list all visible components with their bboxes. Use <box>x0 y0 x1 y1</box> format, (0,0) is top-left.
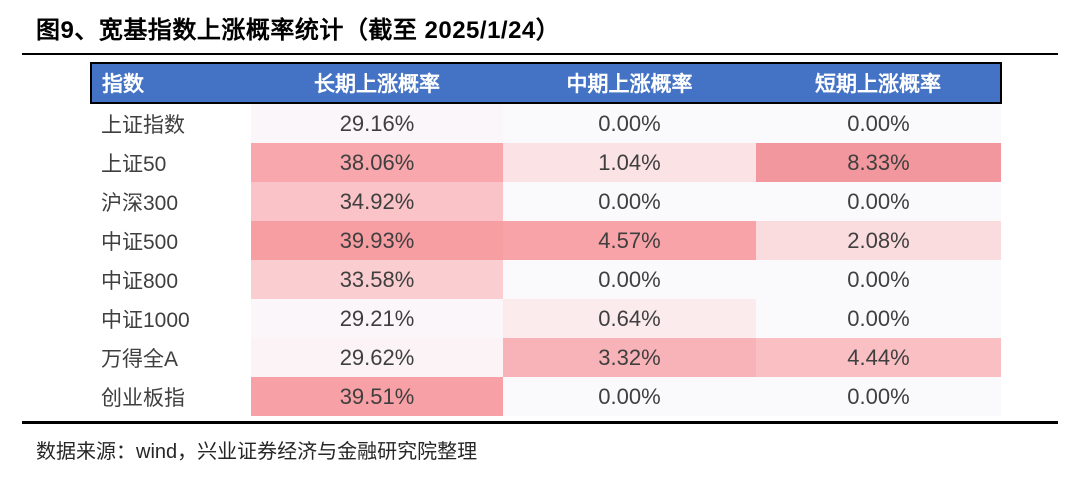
table-row: 沪深300 34.92% 0.00% 0.00% <box>91 182 1001 221</box>
probability-cell: 2.08% <box>756 221 1001 260</box>
probability-cell: 0.00% <box>756 260 1001 299</box>
title-divider <box>22 53 1058 55</box>
probability-cell: 0.00% <box>503 182 756 221</box>
column-header-index: 指数 <box>90 62 251 104</box>
probability-cell: 0.64% <box>503 299 756 338</box>
probability-cell: 4.57% <box>503 221 756 260</box>
source-divider <box>22 421 1058 424</box>
index-name: 万得全A <box>91 338 251 377</box>
probability-cell: 38.06% <box>251 143 503 182</box>
probability-cell: 33.58% <box>251 260 503 299</box>
table-row: 中证1000 29.21% 0.64% 0.00% <box>91 299 1001 338</box>
index-name: 上证指数 <box>91 103 251 143</box>
index-name: 创业板指 <box>91 377 251 416</box>
column-header-short-term: 短期上涨概率 <box>756 62 1002 104</box>
probability-cell: 0.00% <box>756 299 1001 338</box>
probability-cell: 39.51% <box>251 377 503 416</box>
column-header-mid-term: 中期上涨概率 <box>503 62 756 104</box>
figure-title: 图9、宽基指数上涨概率统计（截至 2025/1/24） <box>36 17 561 44</box>
column-header-long-term: 长期上涨概率 <box>251 62 503 104</box>
probability-cell: 8.33% <box>756 143 1001 182</box>
table-row: 中证800 33.58% 0.00% 0.00% <box>91 260 1001 299</box>
probability-cell: 0.00% <box>503 103 756 143</box>
table-row: 万得全A 29.62% 3.32% 4.44% <box>91 338 1001 377</box>
table-row: 中证500 39.93% 4.57% 2.08% <box>91 221 1001 260</box>
table-row: 上证指数 29.16% 0.00% 0.00% <box>91 103 1001 143</box>
probability-cell: 0.00% <box>503 260 756 299</box>
probability-cell: 0.00% <box>503 377 756 416</box>
probability-cell: 39.93% <box>251 221 503 260</box>
index-name: 中证1000 <box>91 299 251 338</box>
probability-cell: 29.16% <box>251 103 503 143</box>
probability-cell: 34.92% <box>251 182 503 221</box>
table-row: 上证50 38.06% 1.04% 8.33% <box>91 143 1001 182</box>
table-row: 创业板指 39.51% 0.00% 0.00% <box>91 377 1001 416</box>
probability-table: 指数 长期上涨概率 中期上涨概率 短期上涨概率 上证指数 29.16% 0.00… <box>90 62 1002 416</box>
probability-cell: 1.04% <box>503 143 756 182</box>
index-name: 中证500 <box>91 221 251 260</box>
probability-cell: 4.44% <box>756 338 1001 377</box>
probability-cell: 29.62% <box>251 338 503 377</box>
index-name: 沪深300 <box>91 182 251 221</box>
index-name: 上证50 <box>91 143 251 182</box>
probability-cell: 0.00% <box>756 103 1001 143</box>
index-name: 中证800 <box>91 260 251 299</box>
probability-cell: 0.00% <box>756 377 1001 416</box>
probability-cell: 3.32% <box>503 338 756 377</box>
data-source-note: 数据来源：wind，兴业证券经济与金融研究院整理 <box>36 441 478 463</box>
probability-cell: 29.21% <box>251 299 503 338</box>
probability-cell: 0.00% <box>756 182 1001 221</box>
table-header-row: 指数 长期上涨概率 中期上涨概率 短期上涨概率 <box>90 62 1002 104</box>
